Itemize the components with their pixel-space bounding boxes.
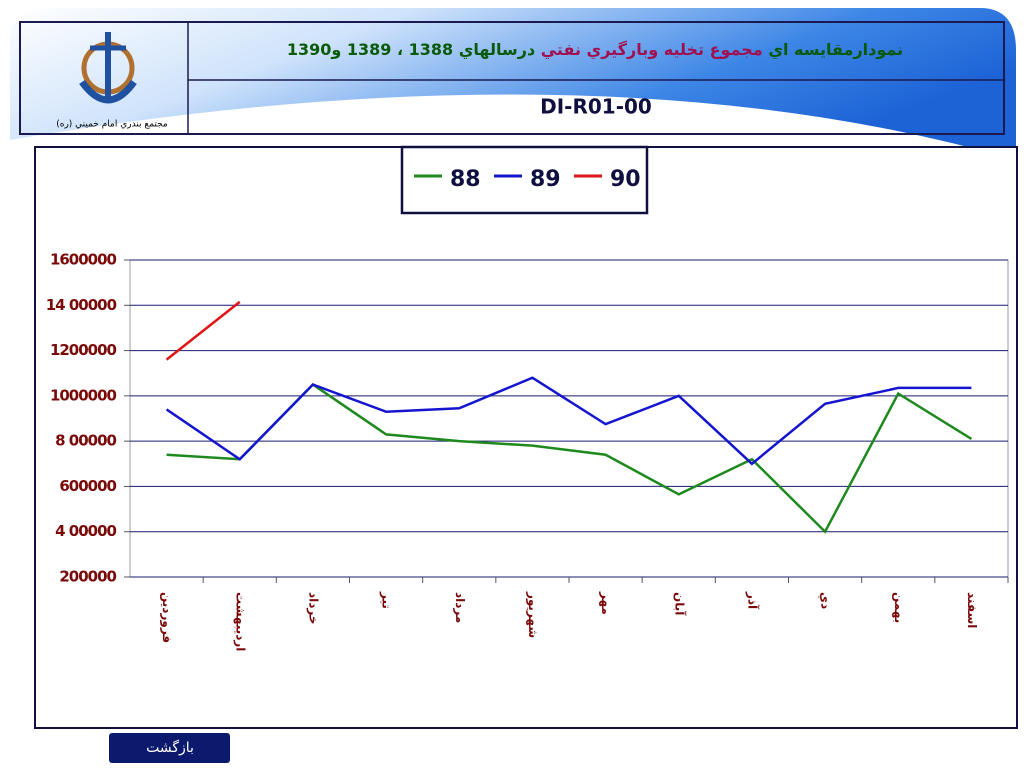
title-part: مجموع تخليه وبارگيري نفتي: [541, 40, 763, 60]
y-tick-label: 8 00000: [55, 432, 116, 450]
logo: [79, 32, 137, 104]
banner: [10, 8, 1016, 160]
x-tick-label: خرداد: [306, 592, 320, 625]
series-line: [165, 376, 972, 466]
title-part: درسالهاي 1388 ، 1389 و1390: [287, 40, 541, 60]
back-button[interactable]: [109, 733, 230, 763]
header-title: نمودارمقايسه اي مجموع تخليه وبارگيري نفت…: [287, 40, 903, 60]
y-tick-label: 14 00000: [46, 296, 117, 314]
legend-label: 89: [530, 167, 561, 192]
x-tick-label: مهر: [599, 591, 613, 615]
x-tick-label: فروردين: [159, 592, 174, 643]
y-tick-label: 1200000: [50, 341, 117, 359]
x-tick-label: اسفند: [965, 592, 979, 628]
y-tick-label: 1000000: [50, 386, 117, 404]
back-button-label[interactable]: بازگشت: [146, 739, 194, 756]
header-code: DI-R01-00: [540, 95, 652, 119]
x-tick-label: آذر: [745, 591, 760, 610]
series-line: [165, 300, 241, 361]
title-part: نمودارمقايسه اي: [763, 40, 903, 60]
y-tick-label: 600000: [59, 477, 116, 495]
y-tick-label: 4 00000: [55, 522, 116, 540]
logo-caption: مجتمع بندري امام خميني (ره): [56, 120, 168, 130]
x-tick-label: دي: [819, 592, 833, 609]
x-tick-label: شهريور: [525, 591, 540, 638]
x-tick-label: ارديبهشت: [233, 592, 247, 651]
x-tick-label: تير: [380, 591, 394, 609]
x-tick-label: آبان: [672, 592, 687, 616]
y-tick-label: 1600000: [50, 251, 117, 269]
chart-frame: [34, 146, 1018, 729]
x-tick-label: مرداد: [453, 592, 467, 623]
legend-box: [400, 145, 649, 215]
y-tick-label: 200000: [59, 568, 116, 586]
x-tick-label: بهمن: [892, 592, 906, 623]
legend-label: 88: [450, 167, 481, 192]
header-box: [19, 21, 1005, 135]
legend-label: 90: [610, 167, 641, 192]
